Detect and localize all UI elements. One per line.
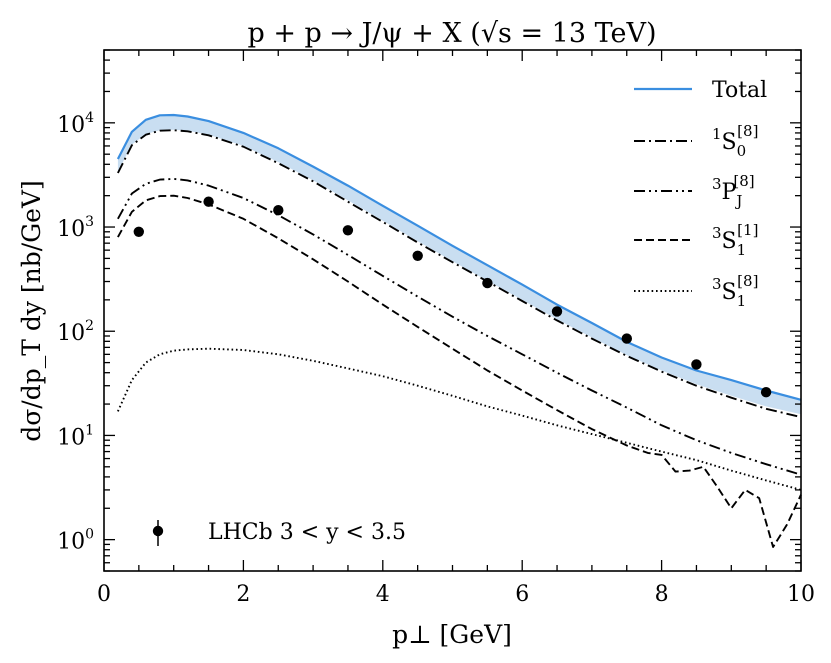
legend-data-label: LHCb 3 < y < 3.5 <box>208 520 406 545</box>
y-tick-label: 104 <box>57 110 94 138</box>
series-line-total <box>116 113 802 401</box>
x-axis: 0 2 4 6 8 10 <box>97 50 815 607</box>
x-tick-label: 4 <box>376 582 390 607</box>
data-point <box>691 359 702 370</box>
legend: Total 1S0[8] 3PJ[8] 3S1[1] 3S1[8] <box>634 78 767 310</box>
series-line-3s18 <box>117 347 802 491</box>
x-tick-label: 0 <box>97 582 111 607</box>
chart-title: p + p → J/ψ + X (√s = 13 TeV) <box>247 18 656 49</box>
x-tick-label: 6 <box>515 582 529 607</box>
data-point <box>412 250 423 261</box>
series-line-1s08 <box>117 129 802 419</box>
plot-area <box>116 113 802 548</box>
data-points-layer <box>133 196 772 398</box>
y-axis: 100 101 102 103 104 <box>57 49 801 572</box>
data-point <box>482 277 493 289</box>
series-line-3s11 <box>117 194 802 548</box>
legend-label: 3S1[1] <box>712 221 758 259</box>
legend-data-entry: LHCb 3 < y < 3.5 <box>152 520 406 546</box>
x-axis-label: p⊥ [GeV] <box>392 620 512 649</box>
data-point <box>273 205 284 216</box>
series-line-3pj8 <box>117 177 802 476</box>
data-point <box>133 226 144 237</box>
x-tick-label: 8 <box>655 582 669 607</box>
legend-label: 3PJ[8] <box>712 172 755 210</box>
y-axis-label: dσ/dp_T dy [nb/GeV] <box>17 180 46 442</box>
x-tick-label: 10 <box>787 582 815 607</box>
legend-label: 3S1[8] <box>712 272 758 310</box>
uncertainty-band-layer <box>117 115 801 415</box>
legend-marker <box>152 525 164 537</box>
data-point <box>203 196 214 207</box>
data-point <box>342 225 354 236</box>
legend-label: 1S0[8] <box>712 122 758 160</box>
data-point <box>621 333 632 344</box>
y-tick-label: 101 <box>57 422 94 450</box>
y-tick-label: 102 <box>57 318 94 346</box>
y-tick-label: 100 <box>57 527 94 555</box>
legend-label: Total <box>712 78 767 103</box>
y-tick-label: 103 <box>57 214 94 242</box>
total-uncertainty-band <box>117 115 801 415</box>
x-tick-label: 2 <box>236 582 250 607</box>
data-point <box>760 387 772 398</box>
series-layer <box>116 113 802 548</box>
data-point <box>551 306 563 317</box>
